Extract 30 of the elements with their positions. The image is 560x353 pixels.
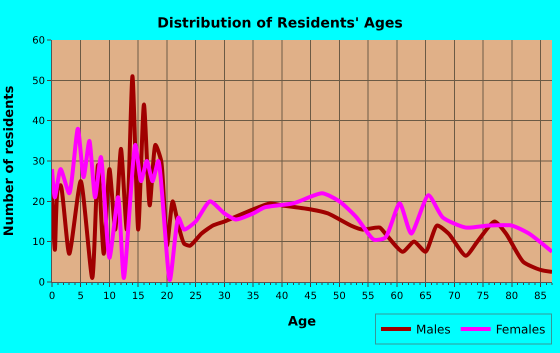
y-tick-label: 40	[32, 116, 45, 128]
y-tick-label: 10	[32, 237, 45, 248]
x-tick-label: 15	[132, 291, 145, 302]
x-tick-label: 85	[534, 291, 547, 302]
y-tick-label: 0	[38, 278, 45, 288]
x-tick-label: 10	[103, 291, 116, 302]
x-tick-label: 35	[246, 291, 260, 302]
x-tick-label: 25	[189, 291, 202, 302]
y-tick-label: 30	[32, 156, 45, 168]
x-axis-title: Age	[288, 314, 316, 330]
x-tick-label: 55	[362, 291, 374, 302]
chart-title: Distribution of Residents' Ages	[157, 15, 403, 32]
x-tick-label: 20	[160, 291, 174, 302]
x-tick-label: 70	[448, 291, 461, 302]
x-tick-label: 65	[419, 291, 432, 302]
x-tick-label: 5	[78, 291, 84, 302]
x-tick-label: 75	[476, 291, 490, 302]
x-tick-label: 30	[218, 291, 231, 302]
x-tick-label: 50	[332, 291, 346, 302]
y-tick-label: 20	[32, 196, 45, 208]
legend-label: Males	[416, 322, 451, 337]
legend-label: Females	[496, 322, 546, 337]
x-tick-label: 40	[276, 291, 288, 302]
y-tick-label: 60	[32, 36, 45, 46]
x-tick-label: 45	[304, 291, 317, 302]
y-axis-title: Number of residents	[2, 85, 18, 236]
x-tick-label: 60	[390, 291, 404, 302]
x-tick-label: 0	[48, 291, 56, 302]
x-tick-label: 80	[505, 291, 518, 302]
y-tick-label: 50	[32, 76, 45, 87]
